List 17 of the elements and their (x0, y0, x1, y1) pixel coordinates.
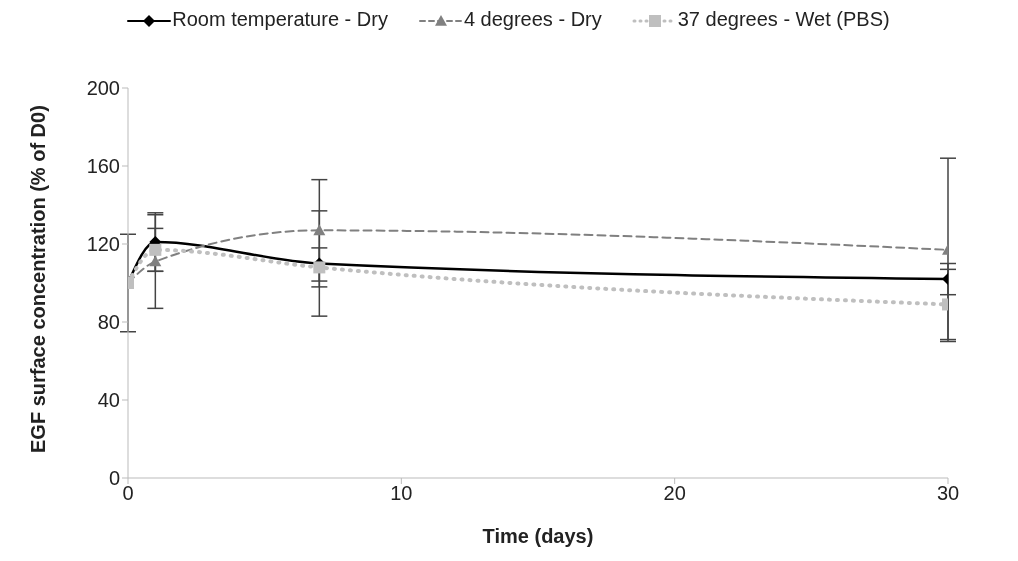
y-tick-label: 0 (108, 467, 120, 490)
y-axis-title: EGF surface concentration (% of D0) (27, 105, 50, 453)
legend-label: Room temperature - Dry (171, 8, 388, 32)
x-tick-label: 30 (936, 482, 960, 505)
x-tick-label: 0 (122, 482, 134, 505)
y-tick-label: 40 (97, 389, 120, 412)
x-axis-title: Time (days) (482, 525, 594, 547)
point (149, 255, 162, 267)
y-tick-label: 200 (86, 77, 120, 100)
legend-label: 37 degrees - Wet (PBS) (676, 8, 890, 32)
x-tick-label: 10 (390, 482, 413, 505)
y-tick-label: 160 (86, 155, 120, 178)
legend-label: 4 degrees - Dry (462, 8, 602, 32)
y-tick-label: 120 (86, 233, 120, 256)
y-tick-label: 80 (97, 311, 120, 334)
x-tick-label: 20 (663, 482, 686, 505)
point (313, 224, 326, 236)
